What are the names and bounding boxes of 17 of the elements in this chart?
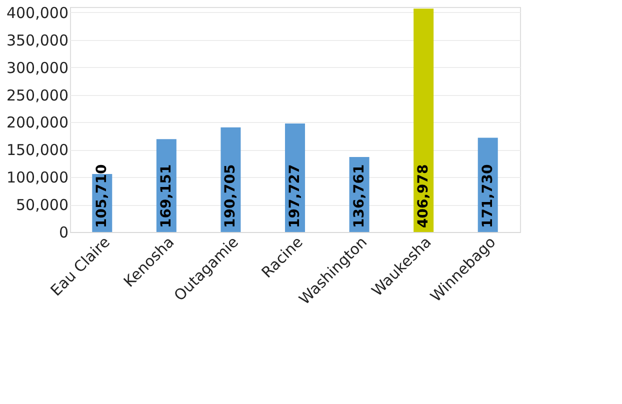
y-tick-label: 200,000 [6,114,68,132]
y-tick-label: 250,000 [6,86,68,104]
y-tick-label: 350,000 [6,31,68,50]
data-label: 105,710 [94,164,110,228]
bar [414,8,434,232]
y-tick-label: 100,000 [6,168,68,187]
data-label: 169,151 [158,164,174,228]
y-tick-label: 0 [58,224,68,242]
y-tick-label: 300,000 [6,58,68,77]
data-label: 190,705 [222,164,239,228]
y-tick-label: 50,000 [16,196,68,214]
data-label: 136,761 [351,164,368,228]
data-label: 171,730 [480,164,496,228]
y-tick-label: 400,000 [6,4,68,22]
data-label: 197,727 [287,164,303,228]
y-tick-label: 150,000 [6,141,68,160]
data-label: 406,978 [416,164,432,228]
